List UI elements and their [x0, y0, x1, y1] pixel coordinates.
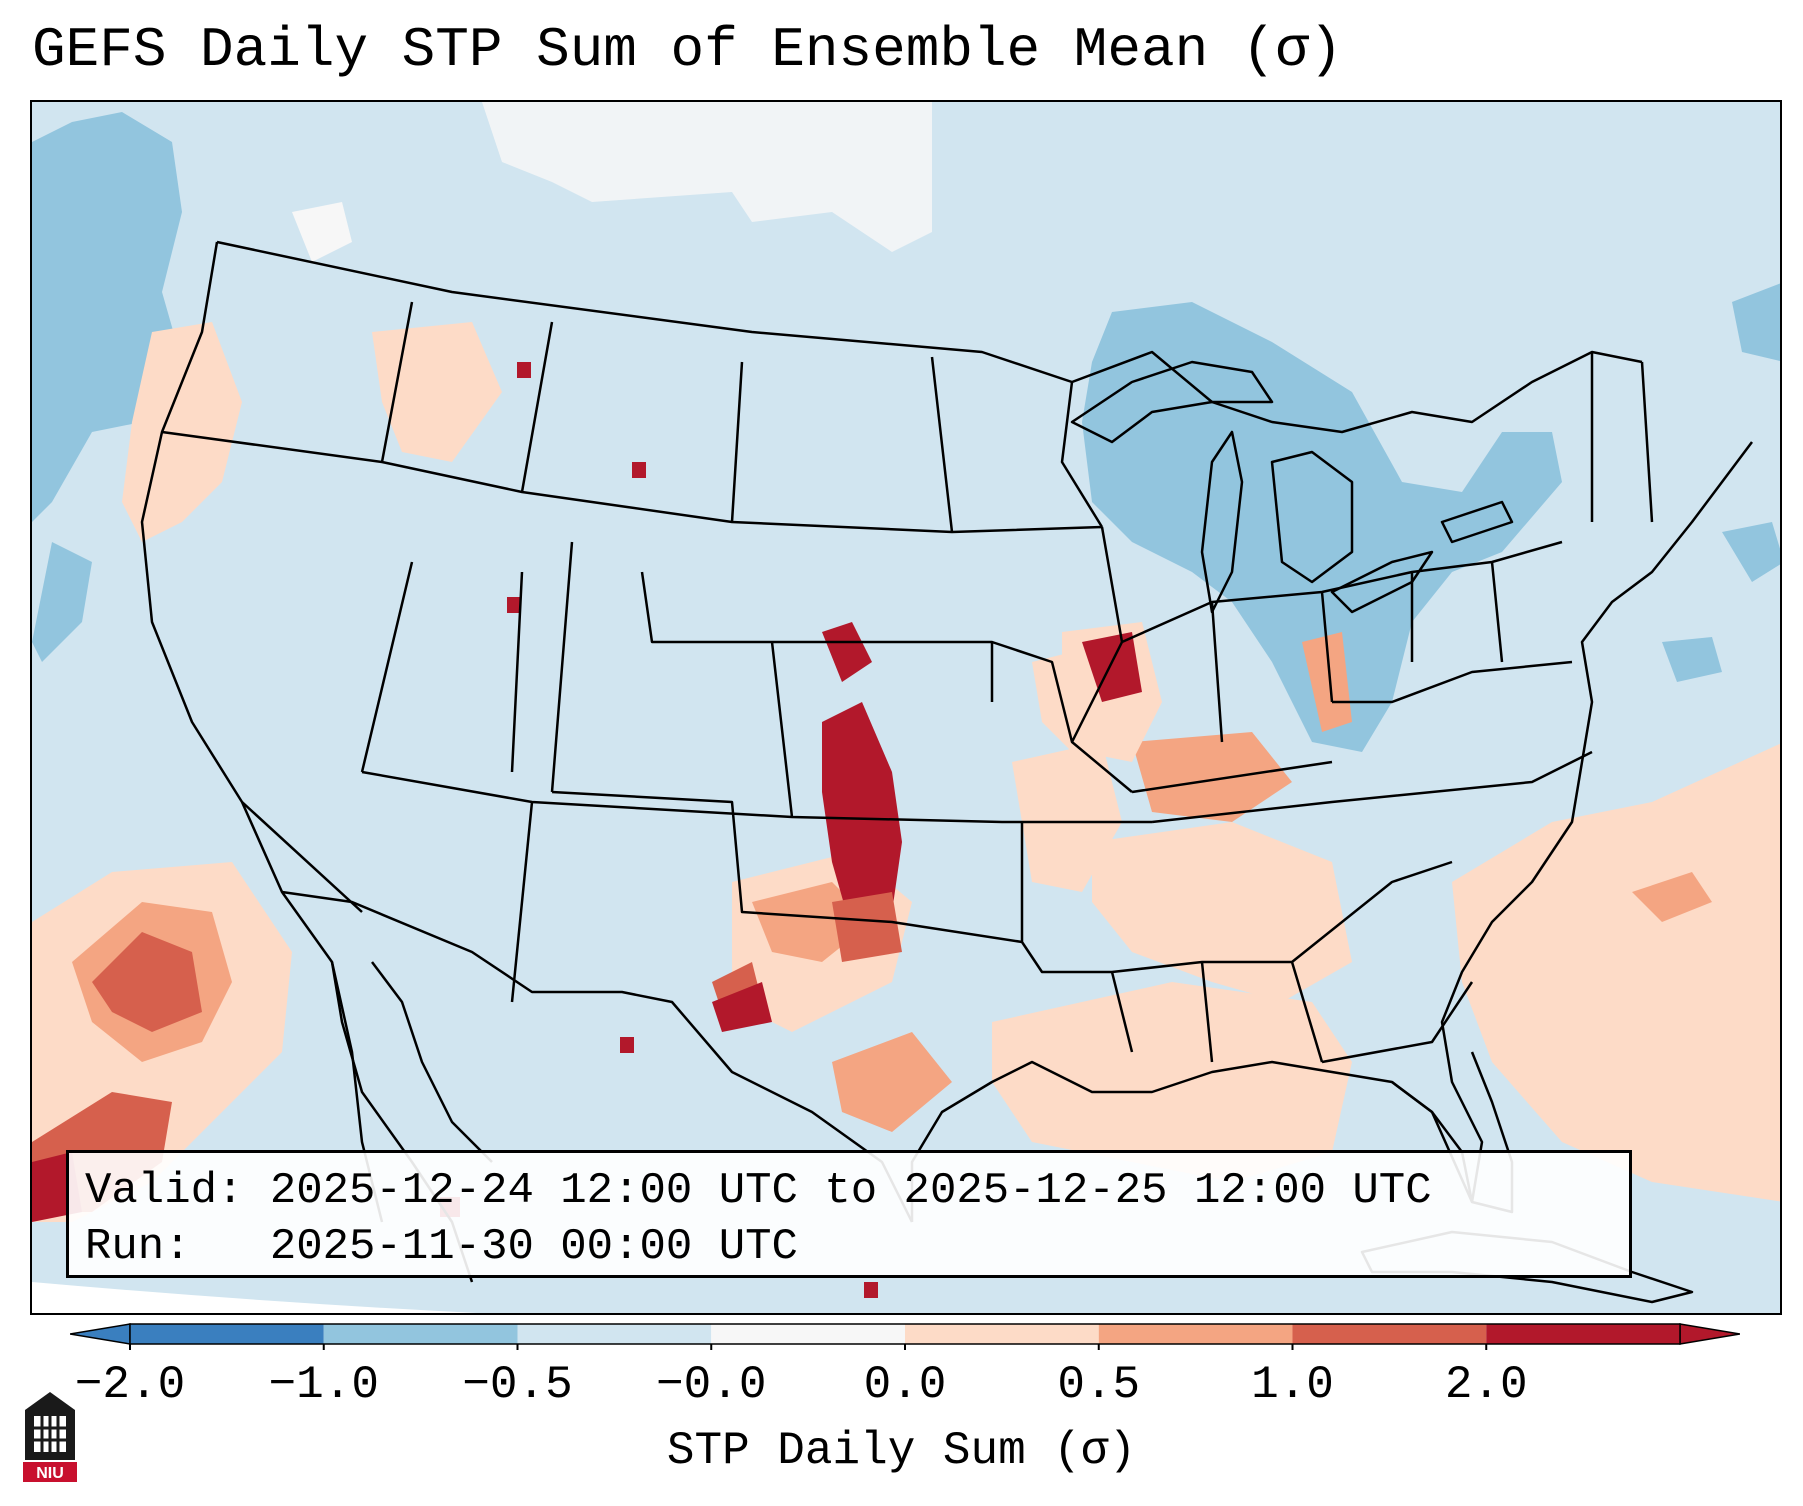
patch-kansas-oklahoma-max [822, 702, 902, 932]
colorbar-segment [1486, 1324, 1680, 1344]
lake-michigan [1200, 430, 1244, 614]
patch-pacific-nw-negative [32, 112, 182, 522]
colorbar-tick-label: 0.0 [863, 1359, 947, 1411]
patch-pacific-nw-negative-2 [32, 542, 92, 662]
colorbar-segment [905, 1324, 1099, 1344]
patch-east-texas-positive [832, 1032, 952, 1132]
us-mexico-border [281, 890, 914, 1223]
patch-idaho-max [507, 597, 521, 613]
atlantic-coast [1440, 441, 1753, 1203]
us-canada-border [216, 240, 1643, 434]
patch-ohio-positive [1302, 632, 1352, 732]
patch-montana-max [517, 362, 531, 378]
map-domain-field [32, 102, 1780, 1313]
colorbar-segment [1292, 1324, 1487, 1344]
patch-oklahoma-strong [832, 892, 902, 962]
patch-lower-mississippi-positive [1012, 742, 1122, 892]
patch-west-texas-max [712, 982, 772, 1032]
patch-canada-maritime-negative [1732, 283, 1780, 362]
lake-huron [1270, 450, 1354, 584]
patch-ne-atlantic-negative [1722, 522, 1780, 582]
colorbar-tick-label: 2.0 [1444, 1359, 1528, 1411]
colorbar-extend-high [1679, 1323, 1740, 1345]
lake-superior [1070, 360, 1274, 444]
patch-montana-white [292, 202, 352, 262]
colorbar-segment [1098, 1324, 1293, 1344]
patch-atlantic-positive-medium [1632, 872, 1712, 922]
colorbar-segment [517, 1324, 712, 1344]
patch-great-lakes-negative [1082, 302, 1562, 752]
anomaly-patches [32, 102, 1780, 1298]
patch-california-coast-positive [122, 322, 242, 542]
lake-erie [1330, 550, 1434, 614]
patch-mexico-max [864, 1282, 878, 1298]
chart-title: GEFS Daily STP Sum of Ensemble Mean (σ) [32, 18, 1343, 82]
political-boundaries [140, 240, 1753, 1304]
patch-wyoming-max [632, 462, 646, 478]
colorbar-tick-label: −0.0 [656, 1359, 767, 1411]
patch-southeast-positive [1092, 822, 1352, 1002]
patch-gulf-positive [992, 982, 1352, 1182]
valid-run-info-box: Valid: 2025-12-24 12:00 UTC to 2025-12-2… [66, 1150, 1632, 1278]
colorbar-segment [130, 1324, 324, 1344]
patch-iowa-illinois-max [1082, 632, 1142, 702]
gulf-of-california [371, 961, 493, 1163]
patch-ne-atlantic-negative-2 [1662, 637, 1722, 682]
patch-kansas-max-2 [822, 622, 872, 682]
lake-ontario [1440, 500, 1514, 544]
run-time-line: Run: 2025-11-30 00:00 UTC [85, 1222, 798, 1272]
colorbar-label: STP Daily Sum (σ) [666, 1425, 1137, 1477]
valid-time-line: Valid: 2025-12-24 12:00 UTC to 2025-12-2… [85, 1166, 1432, 1216]
patch-idaho-positive [372, 322, 502, 462]
colorbar-tick-label: 0.5 [1057, 1359, 1141, 1411]
map-svg [32, 102, 1780, 1313]
colorbar-tick-label: 1.0 [1251, 1359, 1334, 1411]
patch-baja-offshore-strong [92, 932, 202, 1032]
state-lines [161, 301, 1654, 1064]
colorbar-tick-label: −2.0 [74, 1359, 186, 1411]
colorbar-segment [323, 1324, 518, 1344]
colorbar-tick-label: −0.5 [462, 1359, 573, 1411]
colorbar [70, 1323, 1740, 1350]
patch-canada-white [482, 102, 932, 252]
colorbar-tick-label: −1.0 [268, 1359, 379, 1411]
map-panel [30, 100, 1782, 1315]
patch-tennessee-valley-positive [1132, 732, 1292, 822]
patch-atlantic-positive [1452, 743, 1780, 1202]
colorbar-extend-low [70, 1323, 131, 1345]
colorbar-segment [711, 1324, 905, 1344]
niu-logo: NIU [23, 1392, 77, 1482]
patch-new-mexico-max [620, 1037, 634, 1053]
niu-logo-text: NIU [36, 1465, 64, 1482]
